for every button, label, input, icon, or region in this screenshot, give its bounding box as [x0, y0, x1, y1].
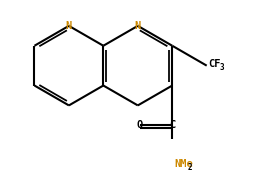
- Text: CF: CF: [209, 59, 221, 69]
- Text: O: O: [136, 120, 143, 130]
- Text: NMe: NMe: [174, 159, 193, 169]
- Text: 2: 2: [188, 163, 192, 171]
- Text: C: C: [169, 120, 175, 130]
- Text: N: N: [135, 21, 141, 31]
- Text: N: N: [66, 21, 72, 31]
- Text: 3: 3: [220, 63, 225, 72]
